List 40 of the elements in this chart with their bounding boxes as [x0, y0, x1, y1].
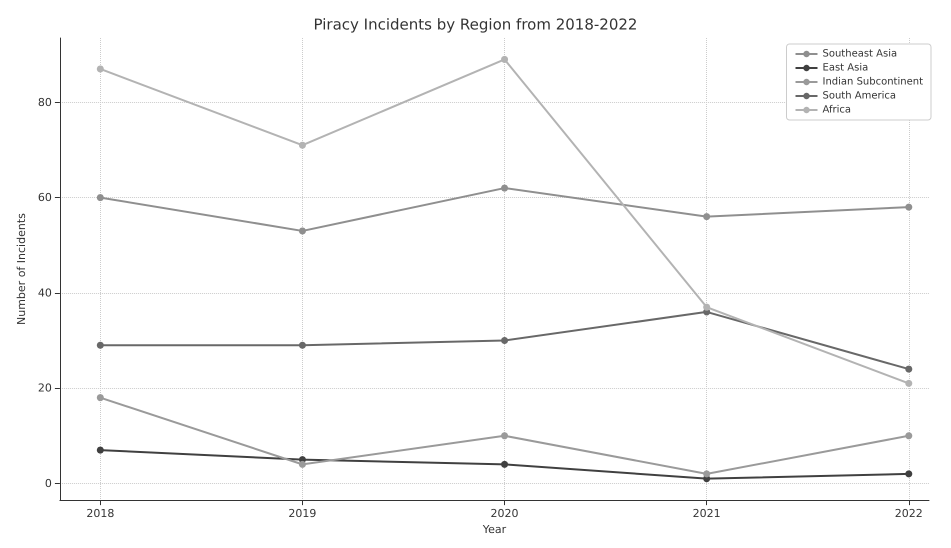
point: [703, 213, 710, 220]
x-axis-title: Year: [482, 523, 507, 536]
x-tick-label: 2018: [86, 507, 114, 520]
legend-label: Southeast Asia: [822, 48, 898, 60]
point: [298, 342, 306, 349]
point: [501, 56, 508, 63]
chart-title: Piracy Incidents by Region from 2018-2022: [314, 16, 638, 34]
point: [298, 460, 306, 468]
point: [501, 432, 508, 440]
point: [905, 204, 912, 211]
y-tick-label: 40: [38, 286, 52, 300]
legend-label: East Asia: [822, 62, 868, 74]
y-tick-label: 0: [44, 476, 52, 490]
x-tick-label: 2021: [692, 507, 721, 520]
x-tick-label: 2019: [288, 507, 316, 520]
point: [905, 432, 912, 440]
legend-label: Africa: [822, 104, 852, 116]
y-tick-label: 60: [38, 191, 52, 204]
point: [703, 304, 710, 311]
point: [905, 366, 912, 373]
point: [501, 460, 508, 468]
point: [501, 184, 508, 192]
point: [501, 337, 508, 344]
x-tick-label: 2020: [490, 507, 519, 520]
point: [96, 446, 104, 454]
y-tick-label: 20: [38, 382, 52, 395]
point: [703, 470, 710, 478]
legend-label: Indian Subcontinent: [822, 76, 924, 88]
point: [298, 227, 306, 234]
y-tick-label: 80: [38, 96, 52, 109]
point: [905, 470, 912, 478]
point: [96, 65, 104, 72]
point: [96, 394, 104, 402]
point: [905, 380, 912, 387]
point: [298, 142, 306, 149]
point: [96, 342, 104, 349]
y-axis-title: Number of Incidents: [15, 212, 28, 325]
point: [96, 194, 104, 202]
x-tick-label: 2022: [894, 507, 923, 520]
legend-label: South America: [822, 90, 896, 102]
